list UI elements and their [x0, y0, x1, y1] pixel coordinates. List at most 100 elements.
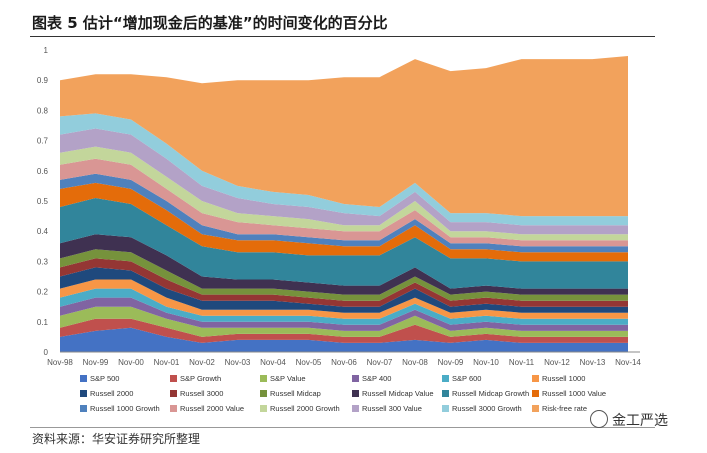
- y-tick-label: 0.9: [37, 76, 49, 85]
- legend-swatch: [442, 375, 449, 382]
- legend-swatch: [260, 405, 267, 412]
- legend-swatch: [80, 405, 87, 412]
- legend-label: Russell 1000: [542, 374, 586, 383]
- area-series-7: [60, 258, 628, 307]
- x-tick-label: Nov-10: [473, 358, 499, 367]
- legend-label: S&P 600: [452, 374, 482, 383]
- legend-label: Russell Midcap Value: [362, 389, 434, 398]
- legend-item: S&P Value: [260, 374, 306, 383]
- legend-swatch: [532, 375, 539, 382]
- legend-label: Russell 3000 Growth: [452, 404, 522, 413]
- x-tick-label: Nov-13: [580, 358, 606, 367]
- x-tick-label: Nov-01: [154, 358, 180, 367]
- x-tick-label: Nov-05: [296, 358, 322, 367]
- legend-swatch: [352, 405, 359, 412]
- legend-label: Russell 1000 Growth: [90, 404, 160, 413]
- legend-swatch: [352, 375, 359, 382]
- legend-label: Russell Midcap: [270, 389, 321, 398]
- watermark-label: 金工严选: [612, 413, 668, 429]
- y-tick-label: 0.2: [37, 288, 49, 297]
- x-tick-label: Nov-07: [367, 358, 393, 367]
- legend-label: Russell 1000 Value: [542, 389, 607, 398]
- watermark: 金工严选: [590, 410, 668, 430]
- x-tick-label: Nov-09: [438, 358, 464, 367]
- x-tick-label: Nov-00: [118, 358, 144, 367]
- legend-item: Russell 300 Value: [352, 404, 422, 413]
- area-series-0: [60, 327, 628, 352]
- legend-item: S&P 600: [442, 374, 481, 383]
- chart-title: 图表 5 估计“增加现金后的基准”的时间变化的百分比: [32, 14, 388, 32]
- y-tick-label: 0.6: [37, 167, 49, 176]
- legend-item: S&P Growth: [170, 374, 221, 383]
- legend-label: Russell 3000: [180, 389, 224, 398]
- legend-item: Russell 1000 Growth: [80, 404, 160, 413]
- area-series-4: [60, 288, 628, 325]
- legend-label: Russell 300 Value: [362, 404, 422, 413]
- legend-item: S&P 500: [80, 374, 119, 383]
- legend-item: Russell Midcap Value: [352, 389, 434, 398]
- legend-label: S&P Growth: [180, 374, 222, 383]
- x-tick-label: Nov-04: [260, 358, 286, 367]
- x-tick-label: Nov-03: [225, 358, 251, 367]
- area-series-2: [60, 306, 628, 337]
- legend-swatch: [170, 405, 177, 412]
- legend-label: S&P 500: [90, 374, 120, 383]
- legend-swatch: [532, 390, 539, 397]
- area-series-5: [60, 279, 628, 319]
- title-rule: [30, 36, 655, 37]
- legend-item: Russell 1000: [532, 374, 585, 383]
- y-tick-label: 0.8: [37, 106, 49, 115]
- stacked-area-chart: 0 0.1 0.2 0.3 0.4 0.5 0.6 0.7 0.8 0.9 1 Nov-98 Nov-9…: [37, 46, 642, 367]
- legend-item: Russell 3000 Growth: [442, 404, 522, 413]
- legend-swatch: [170, 375, 177, 382]
- area-series-16: [60, 113, 628, 226]
- wechat-icon: [590, 410, 608, 428]
- legend-item: Russell Midcap Growth: [442, 389, 529, 398]
- area-series-8: [60, 249, 628, 301]
- x-tick-label: Nov-98: [47, 358, 73, 367]
- legend-swatch: [260, 375, 267, 382]
- x-tick-label: Nov-14: [615, 358, 641, 367]
- legend-swatch: [260, 390, 267, 397]
- legend-item: Risk-free rate: [532, 404, 587, 413]
- area-series-6: [60, 267, 628, 313]
- legend-item: Russell 1000 Value: [532, 389, 606, 398]
- legend-item: Russell 2000: [80, 389, 133, 398]
- legend-swatch: [80, 375, 87, 382]
- legend-label: Russell 2000 Growth: [270, 404, 340, 413]
- area-series-13: [60, 158, 628, 247]
- legend-swatch: [442, 405, 449, 412]
- legend-item: S&P 400: [352, 374, 391, 383]
- legend-swatch: [352, 390, 359, 397]
- y-tick-label: 0: [44, 348, 49, 357]
- y-tick-label: 0.7: [37, 137, 49, 146]
- x-tick-label: Nov-11: [509, 358, 535, 367]
- legend-label: Russell 2000: [90, 389, 134, 398]
- area-series-10: [60, 198, 628, 289]
- legend-swatch: [442, 390, 449, 397]
- y-tick-label: 1: [44, 46, 49, 55]
- area-series-12: [60, 173, 628, 253]
- y-tick-label: 0.1: [37, 318, 49, 327]
- area-series-1: [60, 318, 628, 343]
- legend-swatch: [532, 405, 539, 412]
- legend-item: Russell 2000 Value: [170, 404, 244, 413]
- legend-label: Risk-free rate: [542, 404, 588, 413]
- legend-swatch: [170, 390, 177, 397]
- y-tick-label: 0.5: [37, 197, 49, 206]
- legend-label: S&P 400: [362, 374, 392, 383]
- y-tick-label: 0.3: [37, 257, 49, 266]
- x-tick-label: Nov-06: [331, 358, 357, 367]
- legend-swatch: [80, 390, 87, 397]
- legend-label: Russell Midcap Growth: [452, 389, 530, 398]
- source-note: 资料来源：华安证券研究所整理: [32, 432, 201, 446]
- source-rule: [30, 427, 655, 428]
- legend-item: Russell Midcap: [260, 389, 321, 398]
- legend-item: Russell 3000: [170, 389, 223, 398]
- x-tick-label: Nov-02: [189, 358, 215, 367]
- x-tick-label: Nov-99: [83, 358, 109, 367]
- area-series-11: [60, 182, 628, 262]
- y-tick-label: 0.4: [37, 227, 49, 236]
- x-tick-label: Nov-08: [402, 358, 428, 367]
- legend-label: S&P Value: [270, 374, 306, 383]
